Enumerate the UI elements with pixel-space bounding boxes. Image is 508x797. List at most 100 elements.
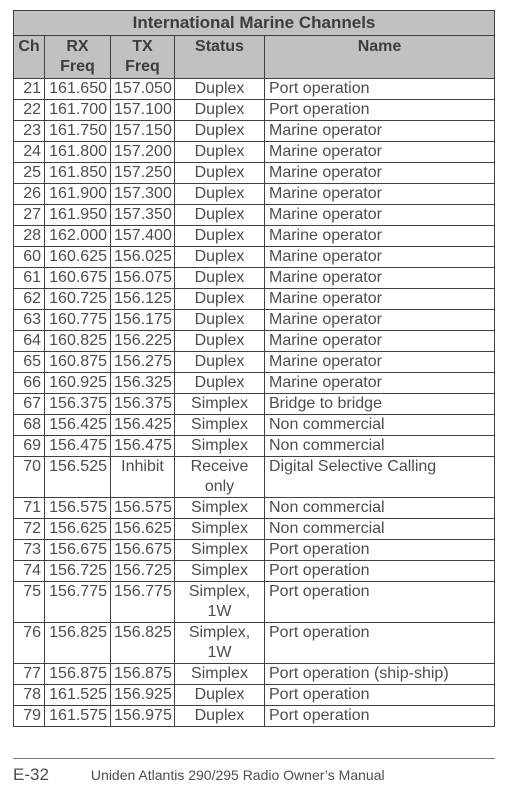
cell-tx: 156.925 xyxy=(111,685,175,706)
cell-rx: 156.775 xyxy=(45,582,111,623)
cell-tx: 156.325 xyxy=(111,373,175,394)
cell-rx: 156.525 xyxy=(45,457,111,498)
cell-tx: 156.875 xyxy=(111,664,175,685)
cell-st: Duplex xyxy=(175,352,265,373)
cell-nm: Marine operator xyxy=(265,247,495,268)
cell-tx: 156.775 xyxy=(111,582,175,623)
cell-tx: 156.175 xyxy=(111,310,175,331)
cell-nm: Digital Selective Calling xyxy=(265,457,495,498)
table-row: 62160.725156.125DuplexMarine operator xyxy=(14,289,495,310)
cell-nm: Marine operator xyxy=(265,268,495,289)
cell-ch: 75 xyxy=(14,582,45,623)
cell-st: Duplex xyxy=(175,142,265,163)
table-row: 60160.625156.025DuplexMarine operator xyxy=(14,247,495,268)
cell-tx: 157.350 xyxy=(111,205,175,226)
cell-ch: 27 xyxy=(14,205,45,226)
cell-ch: 23 xyxy=(14,121,45,142)
table-row: 66160.925156.325DuplexMarine operator xyxy=(14,373,495,394)
col-name: Name xyxy=(265,36,495,79)
table-row: 71156.575156.575SimplexNon commercial xyxy=(14,498,495,519)
col-ch: Ch xyxy=(14,36,45,79)
cell-rx: 162.000 xyxy=(45,226,111,247)
cell-ch: 66 xyxy=(14,373,45,394)
cell-tx: 156.425 xyxy=(111,415,175,436)
cell-ch: 77 xyxy=(14,664,45,685)
cell-nm: Marine operator xyxy=(265,184,495,205)
cell-tx: 156.625 xyxy=(111,519,175,540)
cell-tx: 156.825 xyxy=(111,623,175,664)
cell-tx: 156.275 xyxy=(111,352,175,373)
marine-channels-table: International Marine Channels Ch RX Freq… xyxy=(13,10,495,727)
cell-rx: 161.800 xyxy=(45,142,111,163)
cell-ch: 60 xyxy=(14,247,45,268)
cell-nm: Marine operator xyxy=(265,142,495,163)
table-row: 76156.825156.825Simplex, 1WPort operatio… xyxy=(14,623,495,664)
cell-nm: Port operation xyxy=(265,623,495,664)
table-header-row: Ch RX Freq TX Freq Status Name xyxy=(14,36,495,79)
cell-tx: 156.375 xyxy=(111,394,175,415)
table-row: 77156.875156.875SimplexPort operation (s… xyxy=(14,664,495,685)
cell-ch: 76 xyxy=(14,623,45,664)
table-row: 27161.950157.350DuplexMarine operator xyxy=(14,205,495,226)
cell-rx: 160.725 xyxy=(45,289,111,310)
cell-rx: 161.650 xyxy=(45,79,111,100)
cell-tx: 157.150 xyxy=(111,121,175,142)
cell-nm: Port operation xyxy=(265,100,495,121)
cell-st: Duplex xyxy=(175,331,265,352)
cell-rx: 161.900 xyxy=(45,184,111,205)
table-row: 69156.475156.475SimplexNon commercial xyxy=(14,436,495,457)
cell-nm: Non commercial xyxy=(265,436,495,457)
table-row: 65160.875156.275DuplexMarine operator xyxy=(14,352,495,373)
cell-tx: 156.975 xyxy=(111,706,175,727)
cell-nm: Marine operator xyxy=(265,163,495,184)
cell-st: Receive only xyxy=(175,457,265,498)
cell-rx: 156.625 xyxy=(45,519,111,540)
cell-ch: 67 xyxy=(14,394,45,415)
cell-rx: 160.825 xyxy=(45,331,111,352)
cell-rx: 161.850 xyxy=(45,163,111,184)
cell-nm: Non commercial xyxy=(265,519,495,540)
table-row: 23161.750157.150DuplexMarine operator xyxy=(14,121,495,142)
table-row: 73156.675156.675SimplexPort operation xyxy=(14,540,495,561)
cell-st: Simplex xyxy=(175,394,265,415)
cell-ch: 22 xyxy=(14,100,45,121)
cell-ch: 79 xyxy=(14,706,45,727)
manual-title: Uniden Atlantis 290/295 Radio Owner’s Ma… xyxy=(91,767,385,783)
cell-tx: 157.300 xyxy=(111,184,175,205)
cell-nm: Marine operator xyxy=(265,331,495,352)
cell-ch: 72 xyxy=(14,519,45,540)
cell-rx: 156.675 xyxy=(45,540,111,561)
cell-nm: Marine operator xyxy=(265,226,495,247)
cell-nm: Port operation xyxy=(265,582,495,623)
cell-ch: 21 xyxy=(14,79,45,100)
table-row: 22161.700157.100DuplexPort operation xyxy=(14,100,495,121)
cell-st: Simplex, 1W xyxy=(175,582,265,623)
table-row: 25161.850157.250DuplexMarine operator xyxy=(14,163,495,184)
cell-tx: 157.100 xyxy=(111,100,175,121)
cell-rx: 156.875 xyxy=(45,664,111,685)
cell-ch: 78 xyxy=(14,685,45,706)
cell-nm: Non commercial xyxy=(265,498,495,519)
table-row: 79161.575156.975DuplexPort operation xyxy=(14,706,495,727)
cell-ch: 24 xyxy=(14,142,45,163)
cell-st: Duplex xyxy=(175,79,265,100)
cell-ch: 25 xyxy=(14,163,45,184)
cell-rx: 156.475 xyxy=(45,436,111,457)
cell-nm: Port operation xyxy=(265,685,495,706)
cell-nm: Port operation (ship-ship) xyxy=(265,664,495,685)
cell-tx: 156.075 xyxy=(111,268,175,289)
col-rxfreq: RX Freq xyxy=(45,36,111,79)
cell-st: Simplex xyxy=(175,436,265,457)
cell-st: Simplex, 1W xyxy=(175,623,265,664)
cell-rx: 161.750 xyxy=(45,121,111,142)
cell-rx: 156.575 xyxy=(45,498,111,519)
cell-ch: 63 xyxy=(14,310,45,331)
cell-nm: Marine operator xyxy=(265,205,495,226)
table-row: 61160.675156.075DuplexMarine operator xyxy=(14,268,495,289)
cell-st: Duplex xyxy=(175,310,265,331)
cell-tx: 157.200 xyxy=(111,142,175,163)
table-row: 21161.650157.050DuplexPort operation xyxy=(14,79,495,100)
cell-rx: 161.525 xyxy=(45,685,111,706)
cell-tx: 156.475 xyxy=(111,436,175,457)
cell-ch: 69 xyxy=(14,436,45,457)
